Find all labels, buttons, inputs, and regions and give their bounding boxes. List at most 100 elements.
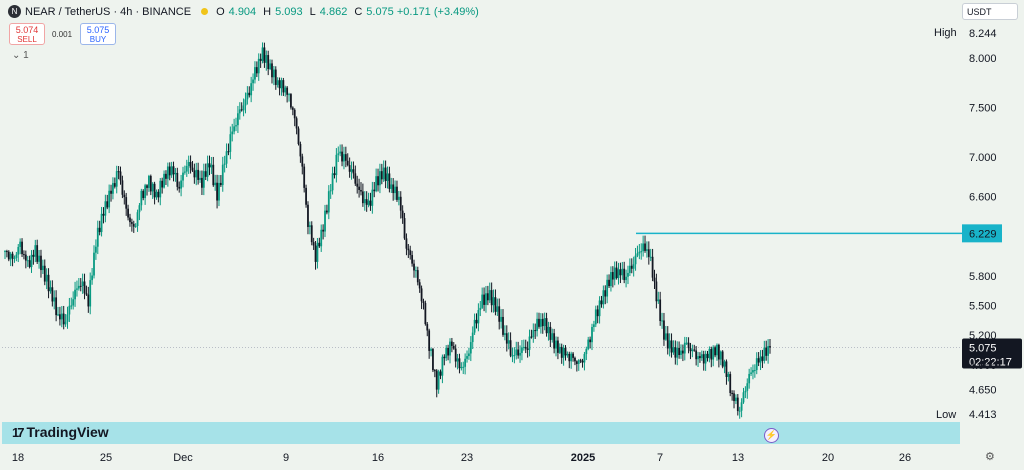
y-tick-label: 5.500 (969, 300, 997, 312)
buy-button[interactable]: 5.075 BUY (80, 23, 116, 45)
candle-body (539, 318, 542, 327)
candle-body (712, 347, 715, 360)
candle-body (193, 170, 196, 178)
candle-body (541, 318, 544, 327)
low-value: 4.862 (319, 5, 348, 18)
candle-body (689, 348, 692, 352)
candle-body (693, 349, 696, 351)
near-coin-icon: N (8, 5, 21, 18)
candle-body (223, 163, 226, 165)
candle-body (555, 340, 557, 349)
candle-body (670, 340, 673, 353)
candle-body (735, 397, 737, 402)
candle-body (170, 166, 173, 176)
countdown-value: 02:22:17 (969, 357, 1012, 369)
indicator-toggle[interactable]: ⌄ 1 (12, 50, 29, 61)
candle-body (204, 171, 207, 177)
candle-body (729, 374, 732, 394)
candle-body (308, 225, 311, 227)
candle-body (108, 190, 111, 208)
x-tick-label: 2025 (571, 452, 595, 464)
watermark-text: TradingView (26, 424, 109, 440)
candle-body (153, 183, 156, 198)
candle-body (129, 217, 131, 223)
candle-body (337, 153, 340, 155)
candle-body (475, 319, 478, 324)
candle-body (360, 189, 362, 192)
candle-body (617, 269, 620, 279)
candle-body (528, 336, 531, 350)
candle-body (343, 154, 345, 162)
candle-body (674, 347, 677, 358)
candle-body (59, 314, 61, 320)
candle-body (199, 177, 201, 180)
candle-body (112, 183, 114, 194)
candle-body (380, 171, 383, 180)
candle-body (723, 361, 726, 367)
candle-body (443, 356, 446, 359)
candle-body (611, 272, 614, 280)
candle-body (149, 175, 152, 192)
gear-icon[interactable]: ⚙ (985, 451, 995, 463)
candle-body (341, 151, 343, 162)
candle-body (761, 356, 764, 361)
candle-body (125, 197, 128, 209)
candle-body (411, 255, 414, 264)
candle-body (551, 333, 554, 340)
candle-body (738, 410, 741, 412)
candle-body (24, 254, 27, 261)
candle-body (553, 333, 556, 349)
candle-body (767, 346, 770, 356)
buy-price: 5.075 (86, 25, 110, 35)
market-status-dot-icon (201, 8, 209, 15)
candle-body (240, 109, 243, 111)
candle-body (591, 326, 593, 343)
candle-body (485, 293, 487, 305)
candle-body (602, 290, 605, 305)
candle-body (666, 333, 669, 349)
candle-body (445, 347, 448, 359)
candle-body (592, 324, 595, 327)
candle-body (43, 265, 46, 282)
candle-body (627, 272, 629, 277)
candle-body (651, 256, 654, 278)
candle-body (623, 268, 626, 281)
candle-body (225, 151, 228, 164)
candle-body (496, 306, 499, 312)
symbol-title[interactable]: NEAR / TetherUS · 4h · BINANCE (25, 5, 192, 18)
candle-body (719, 351, 722, 360)
candle-body (51, 287, 54, 302)
candle-body (314, 245, 317, 262)
candle-body (742, 392, 745, 403)
x-tick-label: 25 (100, 452, 112, 464)
candle-body (708, 349, 711, 359)
candle-body (519, 352, 521, 356)
candle-body (4, 251, 6, 253)
candle-body (598, 300, 601, 317)
candle-body (176, 172, 179, 187)
candle-body (214, 182, 217, 186)
candle-body (248, 92, 251, 96)
candle-body (365, 199, 368, 205)
currency-select[interactable]: USDT (962, 3, 1018, 20)
candle-body (352, 169, 355, 174)
candle-body (536, 318, 538, 332)
candle-body (255, 67, 258, 74)
candle-body (15, 254, 18, 258)
candle-body (613, 267, 616, 280)
candle-body (596, 309, 599, 317)
lightning-icon[interactable]: ⚡ (764, 428, 779, 443)
candle-body (695, 350, 698, 360)
candle-body (575, 361, 578, 364)
sell-button[interactable]: 5.074 SELL (9, 23, 45, 45)
candle-body (231, 131, 234, 135)
candle-body (161, 180, 164, 188)
candle-body (246, 92, 249, 100)
candle-body (280, 80, 283, 89)
candle-body (74, 289, 76, 300)
candle-body (687, 342, 690, 349)
candle-body (397, 196, 400, 200)
candle-body (295, 118, 298, 129)
